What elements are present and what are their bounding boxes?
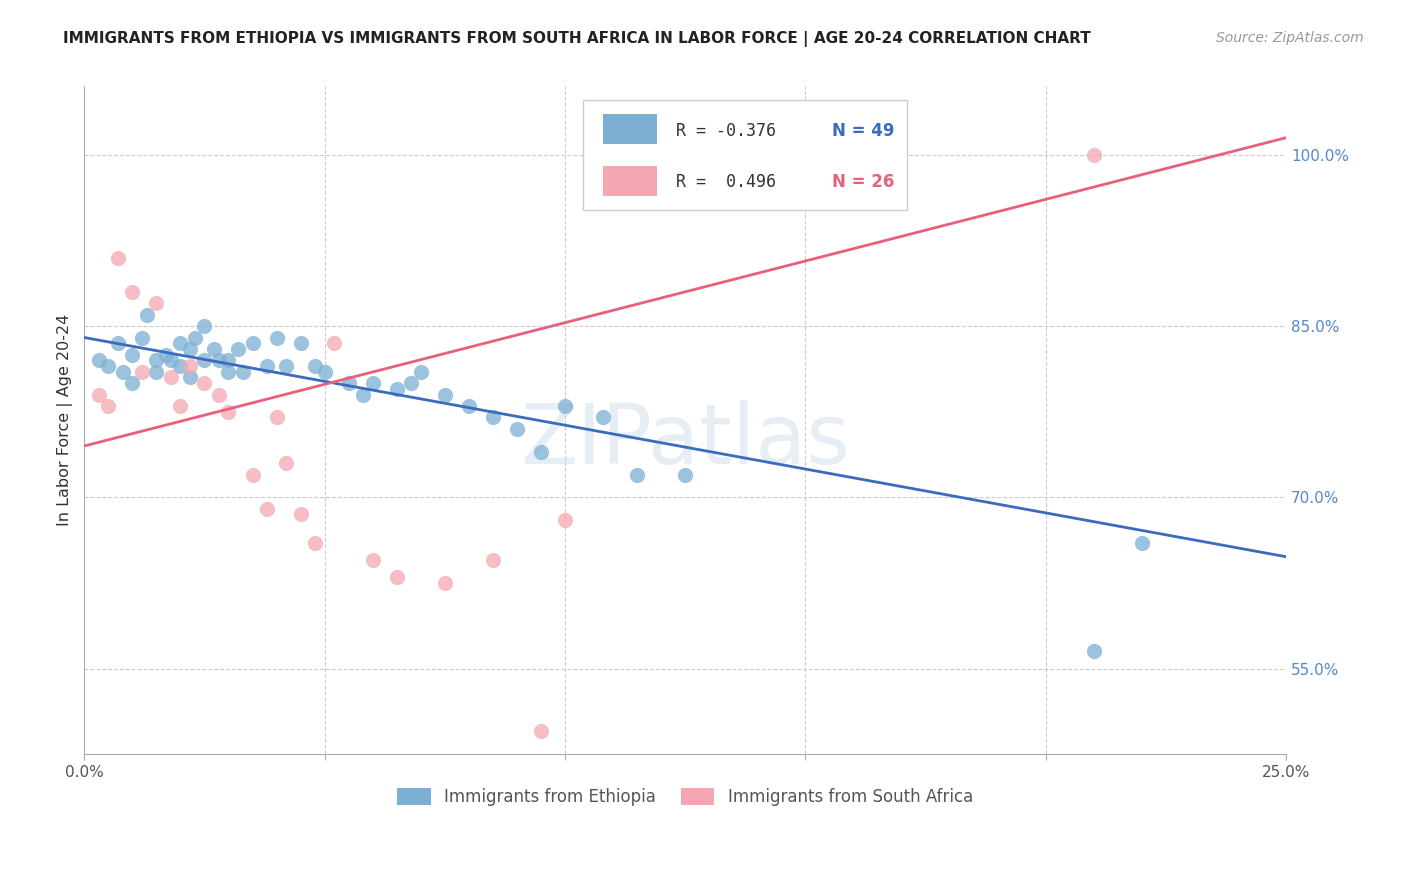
Point [87, 353, 110, 368]
Point [256, 501, 278, 516]
Point [169, 336, 191, 351]
Point [218, 353, 240, 368]
Point [290, 336, 312, 351]
Point [193, 353, 215, 368]
Point [184, 330, 207, 344]
Point [145, 296, 167, 310]
Point [121, 376, 143, 391]
Point [159, 370, 181, 384]
Point [592, 410, 614, 425]
Point [361, 376, 384, 391]
Point [131, 365, 153, 379]
Text: IMMIGRANTS FROM ETHIOPIA VS IMMIGRANTS FROM SOUTH AFRICA IN LABOR FORCE | AGE 20: IMMIGRANTS FROM ETHIOPIA VS IMMIGRANTS F… [63, 31, 1091, 47]
Point [169, 359, 191, 373]
Text: N = 26: N = 26 [832, 174, 894, 192]
FancyBboxPatch shape [583, 100, 907, 210]
Text: ZIPatlas: ZIPatlas [520, 400, 851, 481]
Point [530, 724, 553, 739]
Point [626, 467, 648, 482]
Text: N = 49: N = 49 [832, 121, 894, 140]
Point [193, 376, 215, 391]
Point [159, 353, 181, 368]
Point [385, 382, 408, 396]
Point [433, 387, 456, 401]
Point [145, 353, 167, 368]
Point [242, 336, 264, 351]
Point [256, 359, 278, 373]
Point [433, 576, 456, 591]
Text: Source: ZipAtlas.com: Source: ZipAtlas.com [1216, 31, 1364, 45]
Point [218, 365, 240, 379]
Point [169, 399, 191, 413]
Point [290, 508, 312, 522]
Point [352, 387, 374, 401]
Point [179, 359, 201, 373]
Point [208, 353, 231, 368]
Point [1130, 536, 1153, 550]
Point [266, 330, 288, 344]
Point [145, 365, 167, 379]
Point [385, 570, 408, 584]
Legend: Immigrants from Ethiopia, Immigrants from South Africa: Immigrants from Ethiopia, Immigrants fro… [391, 781, 980, 813]
Point [554, 399, 576, 413]
Point [506, 422, 529, 436]
Text: R = -0.376: R = -0.376 [675, 121, 776, 140]
Point [135, 308, 157, 322]
Point [1083, 644, 1105, 658]
Point [266, 410, 288, 425]
Point [232, 365, 254, 379]
Point [179, 342, 201, 356]
Point [304, 536, 326, 550]
Point [193, 319, 215, 334]
Point [121, 285, 143, 299]
Point [107, 336, 129, 351]
Point [276, 359, 298, 373]
Point [399, 376, 422, 391]
Point [97, 399, 120, 413]
Point [530, 444, 553, 458]
Point [111, 365, 134, 379]
FancyBboxPatch shape [603, 166, 658, 196]
Point [482, 553, 505, 567]
Point [208, 387, 231, 401]
Point [87, 387, 110, 401]
Point [107, 251, 129, 265]
Point [361, 553, 384, 567]
Point [202, 342, 225, 356]
Point [323, 336, 346, 351]
Point [409, 365, 432, 379]
Point [121, 348, 143, 362]
Point [131, 330, 153, 344]
FancyBboxPatch shape [603, 114, 658, 145]
Y-axis label: In Labor Force | Age 20-24: In Labor Force | Age 20-24 [58, 314, 73, 526]
Point [482, 410, 505, 425]
Point [314, 365, 336, 379]
Point [179, 370, 201, 384]
Point [242, 467, 264, 482]
Point [155, 348, 177, 362]
Point [554, 513, 576, 527]
Point [226, 342, 249, 356]
Point [276, 456, 298, 470]
Point [1083, 148, 1105, 162]
Point [218, 405, 240, 419]
Point [304, 359, 326, 373]
Point [337, 376, 360, 391]
Text: R =  0.496: R = 0.496 [675, 174, 776, 192]
Point [97, 359, 120, 373]
Point [457, 399, 479, 413]
Point [673, 467, 696, 482]
